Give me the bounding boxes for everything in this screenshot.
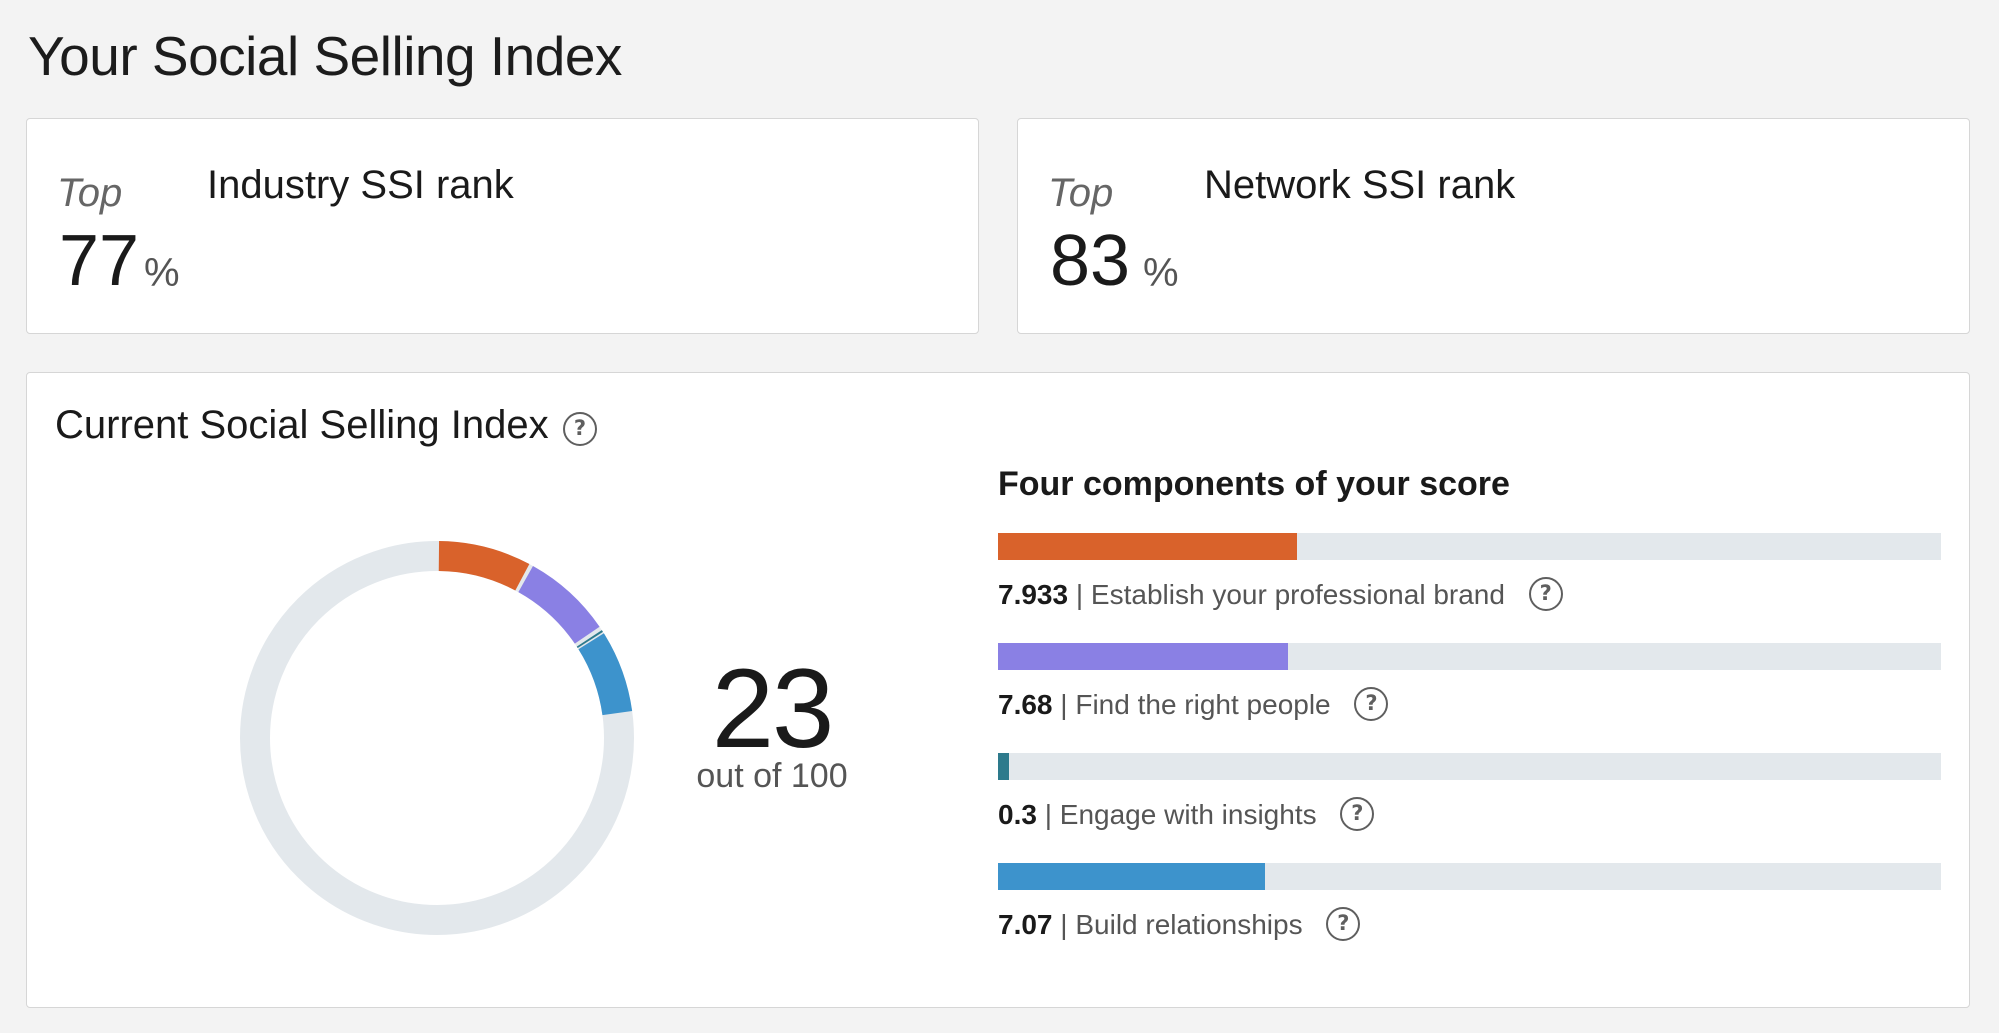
component-bar-fill bbox=[998, 753, 1010, 780]
question-circle-icon[interactable]: ? bbox=[1340, 796, 1375, 831]
current-ssi-title: Current Social Selling Index bbox=[55, 403, 549, 447]
network-rank-card: Top 83 % Network SSI rank bbox=[1017, 118, 1970, 334]
component-bar-track bbox=[998, 753, 1941, 780]
component-label: 7.933 | Establish your professional bran… bbox=[998, 576, 1563, 614]
donut-track bbox=[240, 541, 634, 935]
component-label: 7.68 | Find the right people ? bbox=[998, 686, 1389, 724]
industry-rank-card: Top 77 % Industry SSI rank bbox=[26, 118, 979, 334]
component-bar-track bbox=[998, 643, 1941, 670]
component-separator: | bbox=[1044, 799, 1052, 830]
question-circle-icon[interactable]: ? bbox=[1354, 686, 1389, 721]
ssi-score-caption: out of 100 bbox=[696, 757, 848, 795]
component-separator: | bbox=[1075, 579, 1084, 610]
component-value: 7.07 bbox=[998, 909, 1053, 940]
network-top-label: Top bbox=[1048, 171, 1114, 215]
component-bar-fill bbox=[998, 643, 1288, 670]
components-title: Four components of your score bbox=[998, 465, 1510, 503]
industry-top-label: Top bbox=[57, 171, 123, 215]
network-percent-sign: % bbox=[1143, 251, 1179, 295]
donut-segment-2 bbox=[576, 630, 603, 649]
component-bar-track bbox=[998, 863, 1941, 890]
industry-percent-sign: % bbox=[144, 251, 180, 295]
component-bar-fill bbox=[998, 863, 1265, 890]
component-name: Find the right people bbox=[1075, 689, 1331, 720]
network-rank-value: 83 bbox=[1050, 221, 1131, 301]
donut-segment-3 bbox=[578, 633, 633, 716]
question-circle-icon[interactable]: ? bbox=[1528, 576, 1563, 611]
donut-segments bbox=[438, 541, 633, 716]
component-separator: | bbox=[1060, 909, 1068, 940]
component-name: Build relationships bbox=[1075, 909, 1303, 940]
component-bar-track bbox=[998, 533, 1941, 560]
industry-rank-label: Industry SSI rank bbox=[207, 163, 514, 207]
component-label: 0.3 | Engage with insights ? bbox=[998, 796, 1375, 834]
ssi-score: 23 bbox=[711, 646, 835, 771]
network-rank-label: Network SSI rank bbox=[1204, 163, 1516, 207]
component-value: 7.68 bbox=[998, 689, 1053, 720]
component-name: Engage with insights bbox=[1059, 799, 1317, 830]
component-value: 7.933 bbox=[998, 579, 1069, 610]
component-label: 7.07 | Build relationships ? bbox=[998, 906, 1361, 944]
donut-segment-0 bbox=[438, 541, 530, 591]
question-circle-icon[interactable]: ? bbox=[563, 412, 597, 446]
component-value: 0.3 bbox=[998, 799, 1037, 830]
component-separator: | bbox=[1060, 689, 1068, 720]
component-name: Establish your professional brand bbox=[1090, 579, 1505, 610]
component-bar-fill bbox=[998, 533, 1298, 560]
current-ssi-card: Current Social Selling Index ? 23 out of… bbox=[26, 372, 1970, 1008]
ssi-donut-chart bbox=[240, 541, 634, 935]
donut-segment-1 bbox=[518, 565, 600, 644]
page-title: Your Social Selling Index bbox=[28, 25, 622, 87]
question-circle-icon[interactable]: ? bbox=[1326, 906, 1361, 941]
industry-rank-value: 77 bbox=[59, 221, 140, 301]
